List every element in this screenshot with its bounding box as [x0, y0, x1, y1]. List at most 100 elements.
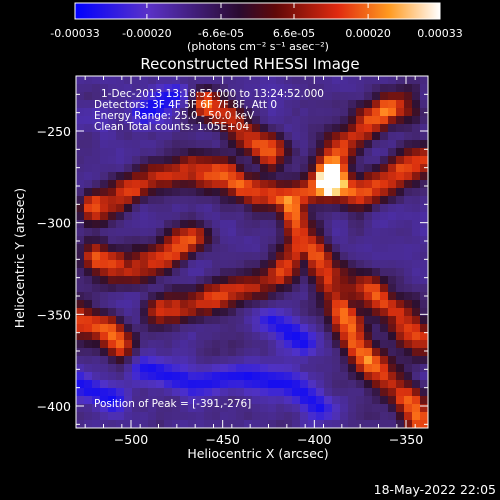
heatmap-cell — [292, 268, 301, 277]
y-tick-label: −300 — [37, 216, 71, 231]
heatmap-cell — [140, 164, 149, 173]
heatmap-cell — [164, 276, 173, 285]
heatmap-cell — [204, 372, 213, 381]
heatmap-cell — [116, 188, 125, 197]
heatmap-cell — [260, 284, 269, 293]
heatmap-cell — [284, 300, 293, 309]
heatmap-cell — [268, 372, 277, 381]
heatmap-cell — [76, 244, 85, 253]
heatmap-cell — [396, 404, 405, 413]
heatmap-cell — [260, 196, 269, 205]
heatmap-cell — [260, 212, 269, 221]
heatmap-cell — [324, 132, 333, 141]
heatmap-cell — [332, 100, 341, 109]
heatmap-cell — [396, 116, 405, 125]
heatmap-cell — [324, 404, 333, 413]
heatmap-cell — [396, 412, 405, 421]
heatmap-cell — [324, 340, 333, 349]
heatmap-cell — [388, 76, 397, 85]
heatmap-cell — [220, 148, 229, 157]
heatmap-cell — [388, 284, 397, 293]
heatmap-cell — [300, 324, 309, 333]
heatmap-cell — [116, 76, 125, 85]
heatmap-cell — [292, 196, 301, 205]
heatmap-cell — [124, 260, 133, 269]
heatmap-cell — [340, 140, 349, 149]
heatmap-cell — [308, 116, 317, 125]
heatmap-cell — [196, 148, 205, 157]
heatmap-cell — [100, 340, 109, 349]
heatmap-cell — [140, 332, 149, 341]
heatmap-cell — [116, 180, 125, 189]
heatmap-cell — [92, 220, 101, 229]
heatmap-cell — [276, 260, 285, 269]
heatmap-cell — [108, 308, 117, 317]
heatmap-cell — [156, 404, 165, 413]
heatmap-cell — [276, 396, 285, 405]
heatmap-cell — [148, 92, 157, 101]
heatmap-cell — [116, 124, 125, 133]
heatmap-cell — [340, 228, 349, 237]
heatmap-cell — [244, 212, 253, 221]
heatmap-cell — [364, 212, 373, 221]
heatmap-cell — [420, 164, 429, 173]
heatmap-cell — [188, 396, 197, 405]
heatmap-cell — [276, 356, 285, 365]
footer-timestamp: 18-May-2022 22:05 — [374, 482, 496, 497]
heatmap-cell — [132, 276, 141, 285]
heatmap-cell — [156, 292, 165, 301]
heatmap-cell — [340, 76, 349, 85]
heatmap-cell — [204, 308, 213, 317]
heatmap-cell — [396, 156, 405, 165]
heatmap-cell — [316, 268, 325, 277]
heatmap-cell — [324, 180, 333, 189]
heatmap-cell — [84, 220, 93, 229]
heatmap-cell — [420, 364, 429, 373]
heatmap-cell — [332, 172, 341, 181]
heatmap-cell — [76, 204, 85, 213]
heatmap-cell — [300, 292, 309, 301]
heatmap-cell — [92, 348, 101, 357]
heatmap-cell — [356, 348, 365, 357]
heatmap-cell — [404, 220, 413, 229]
heatmap-cell — [100, 188, 109, 197]
heatmap-cell — [188, 132, 197, 141]
heatmap-cell — [172, 372, 181, 381]
heatmap-cell — [212, 252, 221, 261]
heatmap-cell — [300, 148, 309, 157]
heatmap-cell — [380, 180, 389, 189]
heatmap-cell — [260, 252, 269, 261]
heatmap-cell — [324, 268, 333, 277]
heatmap-cell — [268, 188, 277, 197]
heatmap-cell — [100, 116, 109, 125]
heatmap-cell — [316, 212, 325, 221]
heatmap-cell — [236, 364, 245, 373]
heatmap-cell — [172, 92, 181, 101]
heatmap-cell — [316, 364, 325, 373]
heatmap-cell — [188, 212, 197, 221]
heatmap-cell — [276, 412, 285, 421]
heatmap-cell — [220, 300, 229, 309]
heatmap-cell — [404, 84, 413, 93]
heatmap-cell — [324, 420, 333, 429]
heatmap-cell — [212, 420, 221, 429]
heatmap-cell — [372, 124, 381, 133]
heatmap-cell — [292, 292, 301, 301]
heatmap-cell — [380, 188, 389, 197]
heatmap-cell — [420, 92, 429, 101]
heatmap-cell — [132, 300, 141, 309]
heatmap-cell — [188, 188, 197, 197]
heatmap-cell — [308, 404, 317, 413]
heatmap-cell — [204, 132, 213, 141]
heatmap-cell — [324, 388, 333, 397]
annotation-clean-counts: Clean Total counts: 1.05E+04 — [94, 121, 249, 133]
heatmap-cell — [92, 108, 101, 117]
heatmap-cell — [404, 340, 413, 349]
heatmap-cell — [140, 420, 149, 429]
heatmap-cell — [420, 188, 429, 197]
heatmap-cell — [236, 268, 245, 277]
heatmap-cell — [260, 148, 269, 157]
heatmap-cell — [156, 284, 165, 293]
heatmap-cell — [412, 148, 421, 157]
heatmap-cell — [268, 276, 277, 285]
